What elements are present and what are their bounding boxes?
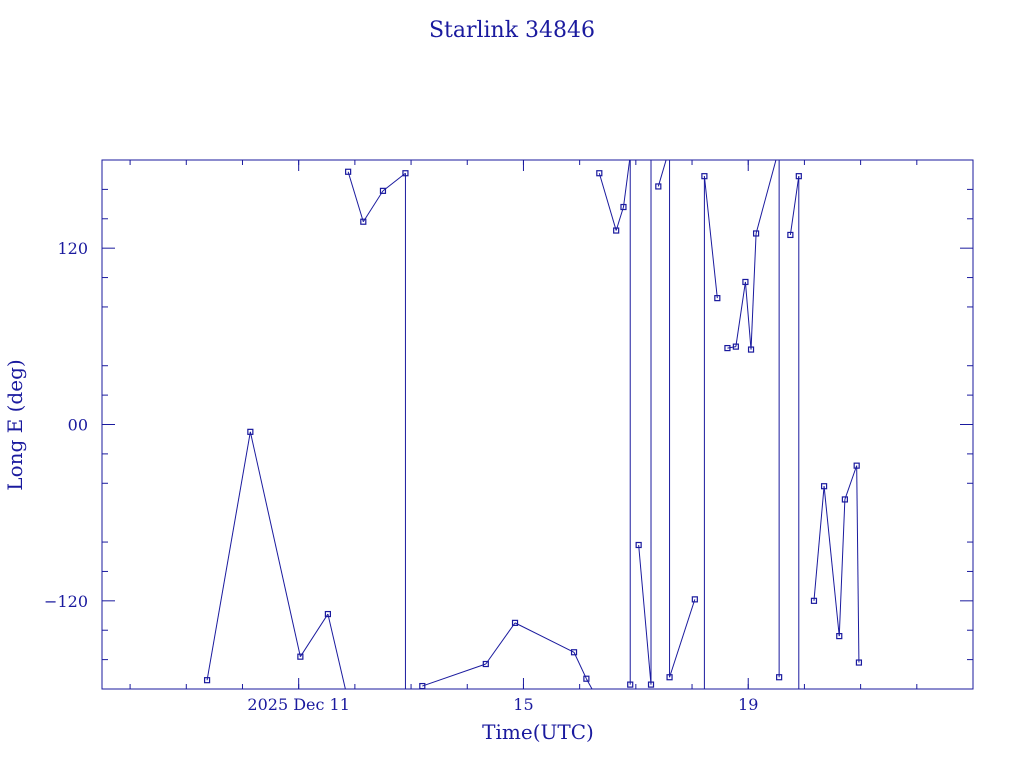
series-line-segment [327, 613, 346, 689]
series-line-segment [856, 465, 860, 663]
data-point [596, 170, 603, 177]
chart-title: Starlink 34846 [429, 18, 595, 43]
series-line-segment [514, 622, 575, 653]
data-point [747, 346, 755, 353]
series-line-segment [622, 160, 631, 208]
series-line-segment [585, 678, 593, 689]
y-tick-label: 00 [68, 416, 88, 435]
series-line-segment [362, 190, 384, 222]
series-line-segment [789, 176, 800, 236]
y-ticks: 120 00 −120 [44, 239, 973, 611]
x-tick-label: 19 [738, 695, 758, 714]
series-line-segment [823, 486, 840, 637]
series-line-segment [750, 233, 757, 350]
data-point [691, 596, 698, 603]
series-line-segment [657, 160, 667, 187]
y-tick-label: −120 [44, 592, 88, 611]
series-line-segment [347, 171, 364, 222]
data-point [855, 659, 863, 666]
data-point [627, 681, 634, 688]
data-point [247, 428, 254, 435]
data-point [620, 203, 627, 211]
data-point [379, 187, 387, 194]
data-point [810, 597, 818, 604]
data-point [836, 632, 843, 640]
series-line-segment [813, 486, 825, 601]
data-point [360, 218, 367, 225]
series-line-segment [485, 622, 516, 665]
series-line-segment [422, 663, 486, 687]
data-point [402, 170, 409, 177]
series-points [203, 168, 863, 690]
series-line-segment [206, 431, 251, 681]
data-point [701, 173, 708, 180]
series-line-segment [727, 346, 736, 349]
series-line-segment [382, 172, 406, 192]
series-line-segment [735, 281, 746, 347]
data-point [724, 344, 731, 352]
data-point [419, 682, 426, 690]
data-point [203, 677, 211, 684]
series-line-segment [838, 499, 846, 637]
data-point [714, 295, 721, 302]
series-lines [206, 160, 860, 689]
y-minor-ticks [102, 188, 973, 661]
data-point [297, 653, 304, 660]
x-tick-label: 2025 Dec 11 [247, 695, 350, 714]
series-line-segment [744, 281, 752, 350]
data-point [732, 343, 739, 350]
series-line-segment [573, 652, 587, 679]
data-point [820, 483, 828, 490]
data-point [570, 649, 578, 656]
data-point [776, 674, 783, 681]
x-axis-label: Time(UTC) [482, 720, 594, 744]
plot-frame [101, 159, 974, 690]
data-point [647, 681, 655, 688]
data-point [635, 541, 642, 549]
data-point [787, 231, 794, 239]
series-line-segment [669, 599, 696, 678]
data-point [742, 278, 749, 286]
data-point [853, 462, 860, 469]
x-tick-label: 15 [513, 695, 533, 714]
series-line-segment [844, 465, 858, 500]
y-axis-label: Long E (deg) [3, 359, 27, 490]
series-line-segment [299, 613, 329, 657]
data-point [613, 227, 620, 234]
data-point [482, 660, 489, 668]
series-line-segment [703, 176, 718, 299]
series-line-segment [598, 173, 617, 231]
series-line-segment [615, 206, 624, 231]
data-point [324, 610, 331, 618]
data-point [841, 496, 848, 503]
x-minor-ticks [129, 160, 974, 689]
x-ticks: 2025 Dec 11 15 19 [247, 160, 758, 714]
data-point [655, 183, 662, 190]
series-line-segment [249, 431, 301, 657]
data-point [795, 173, 802, 180]
data-point [511, 619, 519, 626]
data-point [583, 675, 590, 682]
series-line-segment [638, 544, 652, 685]
series-line-segment [755, 160, 777, 234]
data-point [345, 168, 352, 175]
data-point [752, 230, 760, 237]
data-point [666, 674, 673, 681]
y-tick-label: 120 [57, 239, 88, 258]
